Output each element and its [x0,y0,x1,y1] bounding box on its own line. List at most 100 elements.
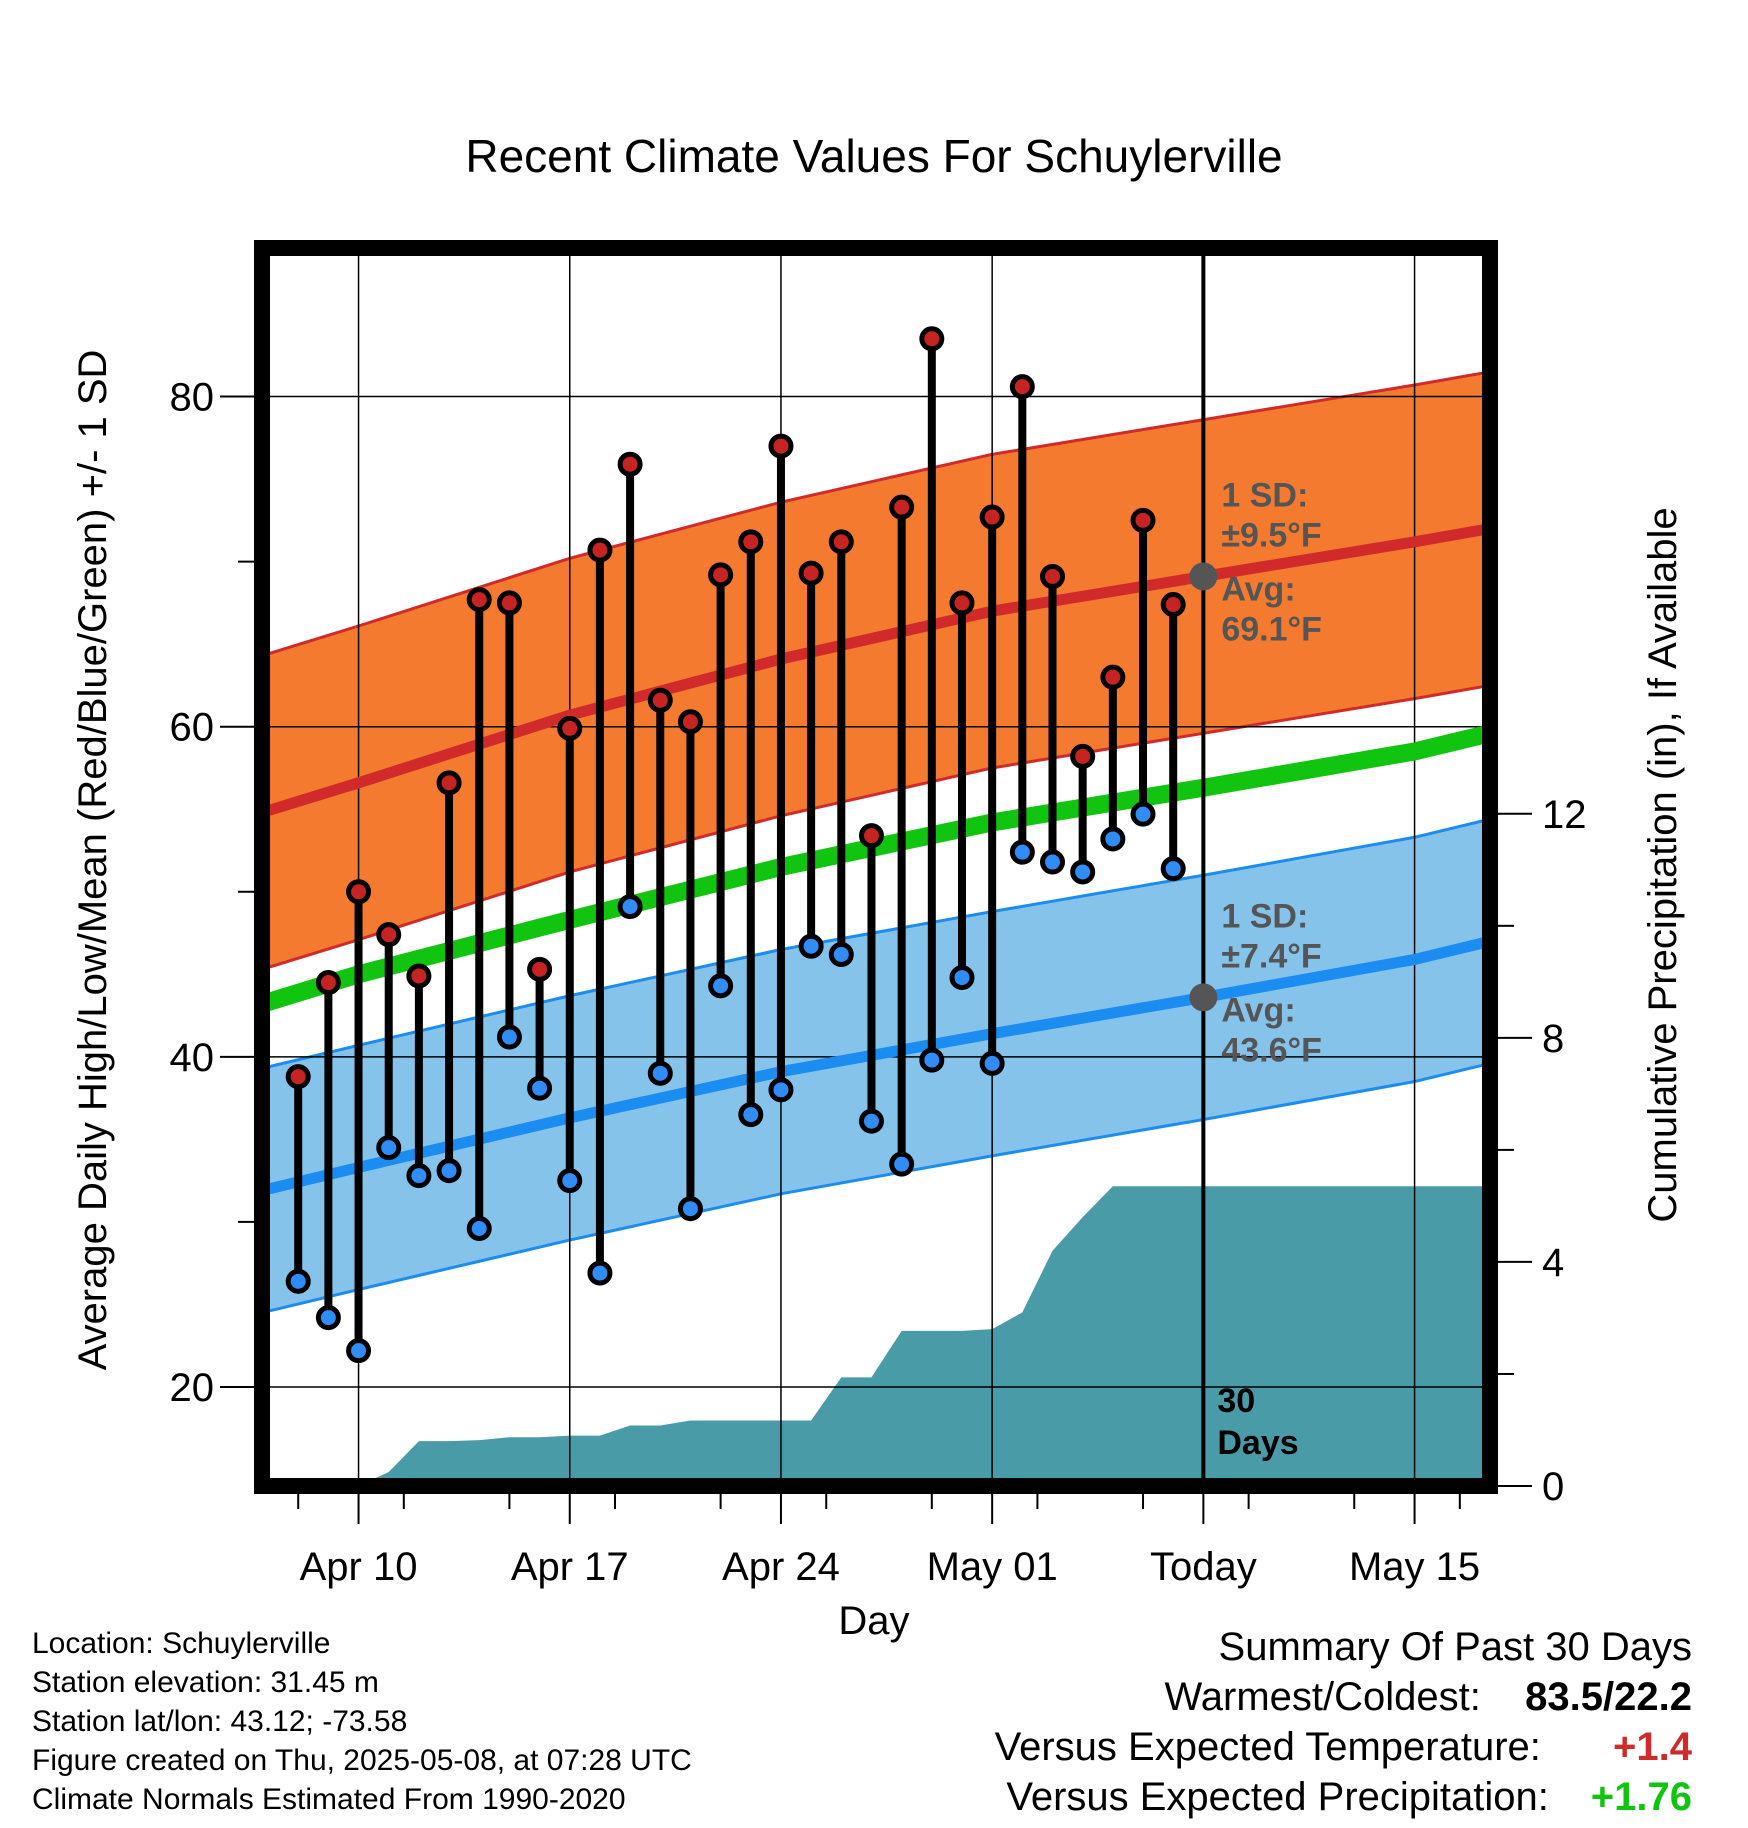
low-sd-label: 1 SD: [1221,897,1308,935]
daily-low-point [738,1102,764,1128]
summary-panel: Summary Of Past 30 Days Warmest/Coldest:… [995,1622,1692,1822]
daily-low-point [708,973,734,999]
daily-high-point [285,1064,311,1090]
daily-high-point [376,922,402,948]
latlon-text: Station lat/lon: 43.12; -73.58 [32,1705,408,1738]
daily-low-point [828,941,854,967]
x-tick-label: Apr 10 [300,1545,418,1589]
today-high-normal-marker [1189,562,1218,591]
low-avg-label: Avg: [1221,991,1295,1029]
normal-lines-layer [269,524,1483,1195]
daily-high-point [708,562,734,588]
daily-high-point [436,770,462,796]
daily-high-point [979,504,1005,530]
chart-title: Recent Climate Values For Schuylerville [465,130,1282,182]
y-axis-label: Average Daily High/Low/Mean (Red/Blue/Gr… [71,350,115,1371]
normal-low-line [269,937,1483,1195]
daily-high-point [828,529,854,555]
daily-low-point [1040,849,1066,875]
daily-low-point [315,1305,341,1331]
daily-high-point [1070,743,1096,769]
y2-tick-label: 4 [1542,1241,1564,1285]
low-sd-band-upper-edge [269,819,1483,1069]
daily-low-point [557,1168,583,1194]
y2-axis-label: Cumulative Precipitation (in), If Availa… [1641,507,1685,1222]
daily-low-point [1100,826,1126,852]
elevation-text: Station elevation: 31.45 m [32,1666,379,1699]
daily-high-point [798,560,824,586]
low-sd-band-lower-edge [269,1063,1483,1313]
y-tick-label: 40 [170,1036,215,1080]
high-avg-value: 69.1°F [1221,610,1322,648]
daily-high-point [919,326,945,352]
temp-label: Versus Expected Temperature: [994,1725,1541,1769]
daily-high-point [677,709,703,735]
daily-low-point [527,1075,553,1101]
daily-high-point [738,529,764,555]
high-sd-label: 1 SD: [1221,476,1308,514]
days-count-label: Days [1217,1424,1298,1462]
daily-low-point [587,1260,613,1286]
daily-high-point [587,537,613,563]
daily-high-point [1009,374,1035,400]
x-axis-label: Day [838,1599,909,1643]
y2-tick-label: 8 [1542,1017,1564,1061]
x-tick-label: Apr 17 [511,1545,629,1589]
summary-precip: Versus Expected Precipitation: +1.76 [995,1772,1692,1822]
daily-high-point [949,590,975,616]
y-tick-label: 20 [170,1366,215,1410]
daily-low-point [677,1196,703,1222]
low-avg-value: 43.6°F [1221,1031,1322,1069]
daily-high-point [647,687,673,713]
x-tick-label: May 15 [1349,1545,1480,1589]
daily-high-point [406,963,432,989]
daily-high-point [617,451,643,477]
precipitation-layer [373,1186,1483,1479]
x-tick-label: Today [1150,1545,1257,1589]
created-text: Figure created on Thu, 2025-05-08, at 07… [32,1744,692,1777]
daily-high-point [496,590,522,616]
daily-low-point [768,1077,794,1103]
high-sd-band-upper-edge [269,371,1483,656]
y2-tick-label: 12 [1542,793,1587,837]
daily-high-point [1160,592,1186,618]
summary-temp: Versus Expected Temperature: +1.4 [995,1722,1692,1772]
daily-low-point [617,894,643,920]
warm-cold-value: 83.5/22.2 [1525,1675,1692,1719]
normals-text: Climate Normals Estimated From 1990-2020 [32,1783,626,1816]
daily-low-point [979,1050,1005,1076]
daily-low-point [919,1047,945,1073]
temp-value: +1.4 [1613,1725,1692,1769]
daily-low-point [496,1024,522,1050]
daily-low-point [1160,856,1186,882]
normal-high-line [269,524,1483,817]
daily-high-point [346,879,372,905]
daily-high-point [1100,664,1126,690]
daily-high-point [1040,563,1066,589]
daily-high-point [858,823,884,849]
daily-high-point [557,715,583,741]
daily-low-point [949,965,975,991]
x-tick-label: Apr 24 [722,1545,840,1589]
x-tick-label: May 01 [927,1545,1058,1589]
daily-low-point [1130,801,1156,827]
axes: 20 40 60 80 0 4 8 12 Apr 10 Apr 17 Apr 24 May 01 Tod… [170,240,1587,1589]
daily-low-point [647,1060,673,1086]
low-sd-value: ±7.4°F [1221,937,1321,975]
normal-mean-line [269,725,1483,1012]
daily-high-point [527,956,553,982]
daily-low-point [1009,839,1035,865]
station-info: Location: Schuylerville Station elevatio… [32,1624,692,1819]
precip-area [373,1186,1483,1479]
daily-high-point [1130,507,1156,533]
daily-low-point [858,1108,884,1134]
summary-title: Summary Of Past 30 Days [1218,1625,1692,1669]
daily-low-point [1070,859,1096,885]
days-count-number: 30 [1217,1382,1255,1420]
warm-cold-label: Warmest/Coldest: [1164,1675,1481,1719]
daily-low-point [889,1151,915,1177]
daily-high-point [889,494,915,520]
daily-low-point [436,1158,462,1184]
